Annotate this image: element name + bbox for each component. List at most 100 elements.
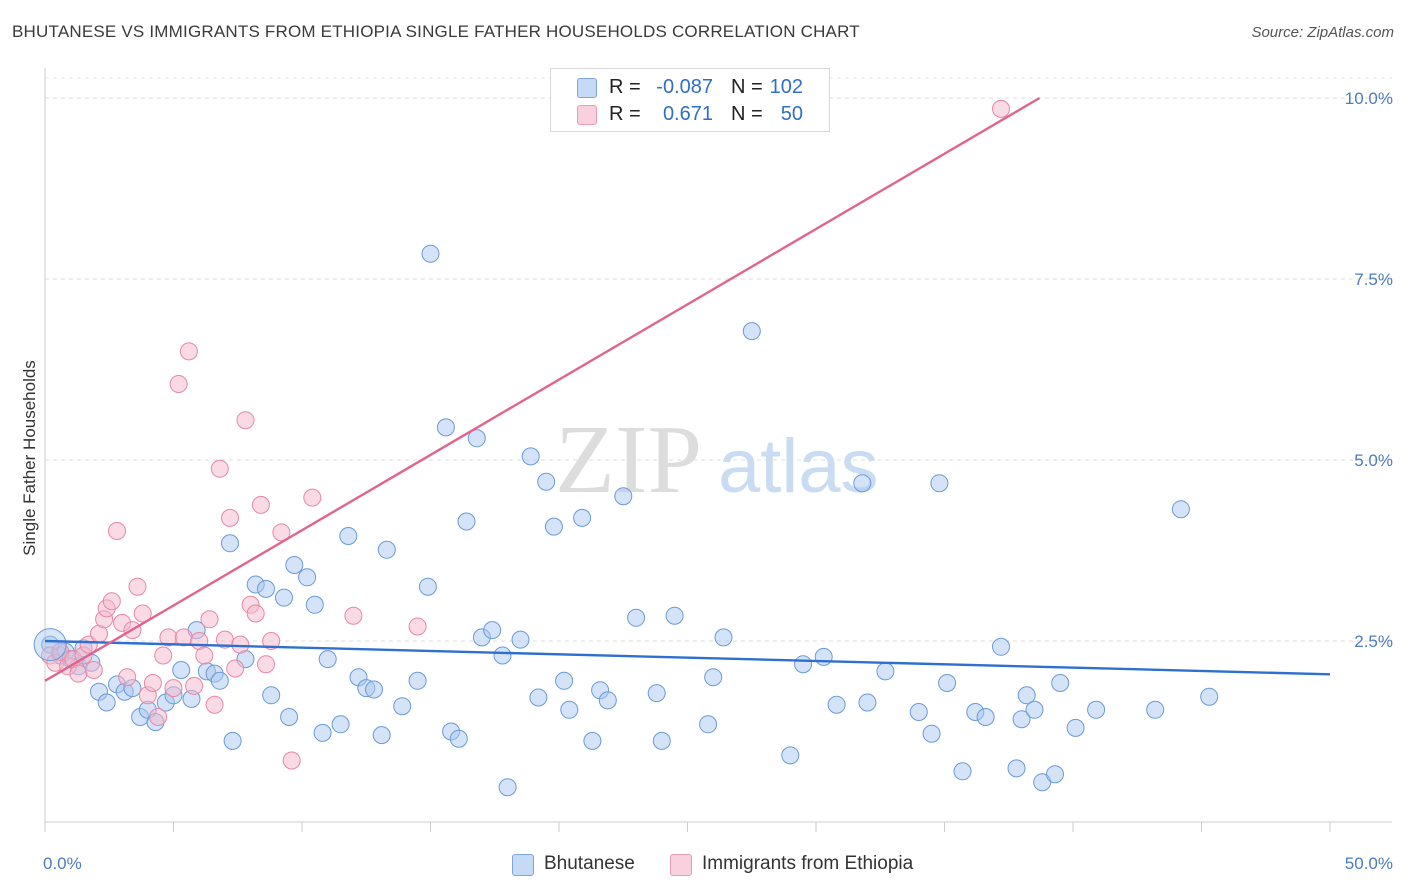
- point-bhutanese: [922, 724, 941, 743]
- point-ethiopia: [257, 655, 275, 674]
- point-ethiopia: [205, 695, 224, 714]
- point-ethiopia: [149, 708, 168, 726]
- point-bhutanese: [714, 628, 733, 647]
- point-bhutanese: [976, 708, 995, 726]
- series-legend: Bhutanese Immigrants from Ethiopia: [0, 852, 1406, 878]
- point-bhutanese: [1007, 759, 1026, 778]
- tick-labels: 2.5% 5.0% 7.5% 10.0% 0.0% 50.0%: [43, 89, 1393, 873]
- point-bhutanese: [1025, 700, 1044, 719]
- point-bhutanese: [372, 726, 391, 745]
- point-ethiopia: [69, 664, 88, 683]
- legend-r-label: R =: [609, 76, 641, 98]
- point-bhutanese: [1033, 773, 1052, 792]
- legend-n-label: N =: [731, 103, 763, 125]
- point-bhutanese: [827, 695, 846, 714]
- point-bhutanese: [930, 474, 949, 493]
- point-ethiopia: [118, 668, 137, 687]
- point-ethiopia: [169, 375, 188, 393]
- point-bhutanese: [221, 534, 239, 553]
- point-bhutanese: [467, 429, 486, 448]
- point-bhutanese: [555, 671, 574, 690]
- point-ethiopia: [246, 604, 265, 623]
- point-bhutanese: [665, 606, 684, 625]
- point-bhutanese: [781, 746, 800, 765]
- legend-swatch-bhutanese: [577, 78, 597, 98]
- point-bhutanese: [521, 447, 540, 466]
- point-bhutanese: [742, 322, 761, 341]
- point-bhutanese: [598, 691, 617, 710]
- point-bhutanese: [560, 700, 579, 719]
- point-bhutanese: [418, 577, 437, 596]
- trend-line-bhutanese: [44, 639, 1331, 676]
- point-bhutanese: [537, 472, 556, 491]
- point-bhutanese: [794, 655, 813, 674]
- point-ethiopia: [992, 99, 1010, 118]
- point-ethiopia: [179, 342, 198, 361]
- point-bhutanese: [1012, 710, 1031, 729]
- point-bhutanese: [457, 512, 476, 531]
- point-ethiopia: [262, 632, 281, 650]
- source-label: Source: ZipAtlas.com: [1251, 24, 1394, 41]
- legend-row-bhutanese: R = -0.087 N = 102: [551, 74, 829, 100]
- point-bhutanese: [210, 671, 229, 690]
- y-tick-label: 7.5%: [1354, 270, 1393, 289]
- legend-n-value: 102: [769, 76, 803, 98]
- point-ethiopia: [408, 617, 427, 636]
- legend-swatch-bhutanese: [512, 854, 534, 876]
- legend-r-value: -0.087: [656, 76, 713, 98]
- point-bhutanese: [318, 650, 337, 669]
- point-ethiopia: [133, 604, 152, 623]
- legend-label-ethiopia: Immigrants from Ethiopia: [702, 853, 914, 874]
- point-bhutanese: [529, 688, 548, 707]
- point-bhutanese: [285, 556, 304, 574]
- point-ethiopia: [231, 635, 250, 654]
- point-ethiopia: [154, 646, 173, 665]
- point-bhutanese: [1087, 700, 1106, 719]
- point-bhutanese: [652, 731, 671, 750]
- point-bhutanese: [298, 568, 317, 587]
- point-bhutanese: [814, 647, 833, 666]
- trend-lines: [44, 96, 1331, 682]
- point-bhutanese: [313, 723, 332, 742]
- point-bhutanese: [97, 693, 116, 712]
- legend-r-value: 0.671: [662, 103, 713, 125]
- point-bhutanese: [436, 418, 455, 437]
- legend-swatch-ethiopia: [577, 105, 597, 125]
- point-bhutanese: [339, 527, 358, 545]
- point-bhutanese: [305, 595, 324, 614]
- point-ethiopia: [195, 646, 214, 665]
- axes: [44, 68, 1392, 832]
- point-ethiopia: [84, 661, 103, 679]
- point-bhutanese: [938, 674, 957, 692]
- point-bhutanese: [365, 680, 383, 699]
- point-bhutanese: [483, 621, 502, 640]
- watermark-atlas: atlas: [718, 424, 879, 509]
- point-bhutanese: [627, 608, 646, 627]
- point-bhutanese: [699, 715, 718, 734]
- y-axis-title: Single Father Households: [20, 360, 39, 556]
- point-bhutanese: [647, 684, 666, 703]
- point-bhutanese: [223, 731, 242, 750]
- point-bhutanese: [331, 715, 350, 734]
- point-bhutanese: [1046, 765, 1064, 784]
- point-bhutanese: [493, 646, 512, 665]
- legend-r-label: R =: [609, 103, 641, 125]
- point-ethiopia: [251, 495, 270, 514]
- point-bhutanese: [1066, 718, 1085, 737]
- x-tick-label: 50.0%: [1345, 854, 1393, 873]
- correlation-legend: R = -0.087 N = 102 R = 0.671 N = 50: [550, 68, 830, 132]
- point-bhutanese: [33, 628, 67, 662]
- point-ethiopia: [185, 676, 204, 695]
- point-ethiopia: [221, 508, 239, 527]
- point-bhutanese: [408, 671, 427, 690]
- x-tick-label: 0.0%: [43, 854, 82, 873]
- point-ethiopia: [344, 606, 363, 625]
- point-bhutanese: [377, 540, 396, 559]
- point-bhutanese: [1051, 674, 1070, 692]
- point-ethiopia: [210, 459, 229, 478]
- point-bhutanese: [262, 686, 281, 705]
- point-bhutanese: [992, 637, 1010, 656]
- point-ethiopia: [128, 577, 147, 596]
- trend-line-ethiopia: [44, 96, 1041, 682]
